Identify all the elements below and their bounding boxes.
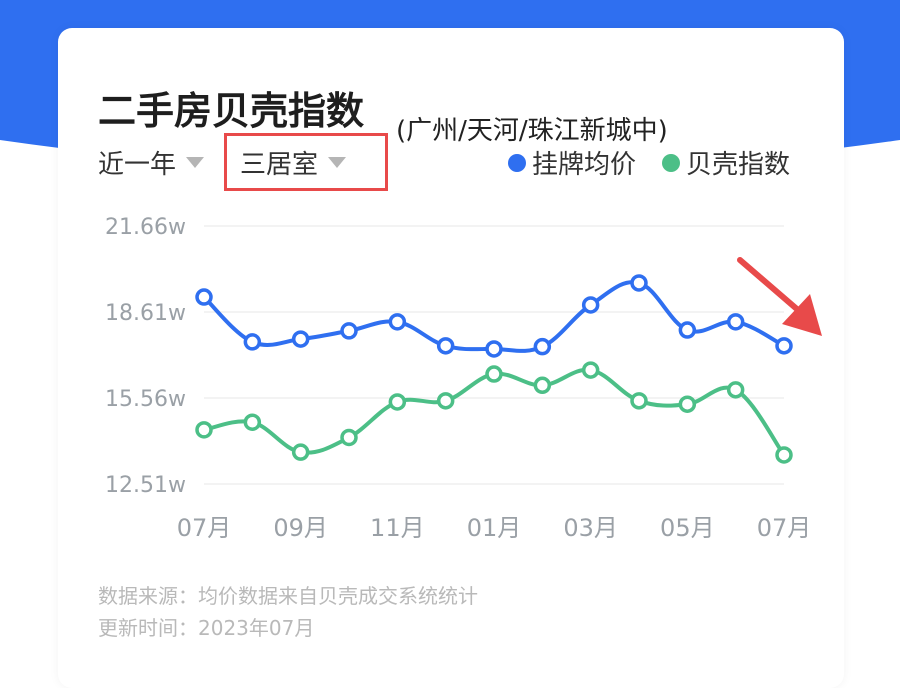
page-title: 二手房贝壳指数 <box>98 89 365 133</box>
y-tick-label: 18.61w <box>105 301 186 326</box>
series-2-point <box>533 376 552 395</box>
room-type-highlight-box <box>224 133 388 191</box>
dropdown-triangle-icon <box>328 157 347 168</box>
room-type-dropdown[interactable]: 三居室 <box>240 144 347 181</box>
series-1-point <box>388 313 407 331</box>
series-2-point <box>291 443 310 461</box>
y-tick-label: 21.66w <box>105 215 186 240</box>
y-tick-label: 15.56w <box>105 387 186 412</box>
series-1-point <box>775 337 793 355</box>
legend-label-beike-index: 贝壳指数 <box>686 150 791 180</box>
series-2-point <box>195 421 213 439</box>
series-2-point <box>340 428 358 447</box>
x-tick-label: 11月 <box>370 514 425 542</box>
x-tick-label: 07月 <box>757 514 812 542</box>
series-1-point <box>630 274 648 292</box>
dropdown-triangle-icon <box>186 157 205 168</box>
line-chart: 21.66w 18.61w 15.56w 12.51w 07月 09月 11月 01月 03月 0… <box>105 215 812 542</box>
series-2-point <box>678 395 697 413</box>
series-1-point <box>436 337 455 355</box>
x-tick-label: 01月 <box>467 514 522 542</box>
series-2-point <box>436 392 455 410</box>
legend-listing-price[interactable]: 挂牌均价 <box>508 144 636 181</box>
location-subtitle: (广州/天河/珠江新城中) <box>396 116 668 146</box>
legend-dot-green <box>662 153 680 172</box>
legend-dot-blue <box>508 153 526 172</box>
series-2-point <box>581 361 600 379</box>
series-2-point <box>726 381 745 399</box>
series-1-point <box>291 330 310 348</box>
x-tick-label: 09月 <box>273 514 328 542</box>
series-2-point <box>485 365 503 383</box>
series-1-point <box>678 321 697 339</box>
room-type-dropdown-label: 三居室 <box>240 150 319 180</box>
x-tick-label: 07月 <box>177 514 232 542</box>
series-2-point <box>775 446 793 464</box>
y-tick-label: 12.51w <box>105 473 186 498</box>
red-arrow-icon <box>737 257 822 336</box>
legend-label-listing-price: 挂牌均价 <box>532 150 637 180</box>
x-tick-label: 03月 <box>563 514 618 542</box>
series-1-point <box>581 296 600 314</box>
series-1-point <box>243 333 262 351</box>
series-1-point <box>340 322 358 340</box>
series-1-point <box>533 337 552 356</box>
series-2-point <box>243 413 262 431</box>
period-dropdown-label: 近一年 <box>98 150 177 180</box>
series-1-point <box>726 313 745 331</box>
series-1-point <box>195 288 213 306</box>
index-card: 二手房贝壳指数 (广州/天河/珠江新城中) 近一年 三居室 挂牌均价 贝壳指数 … <box>58 28 844 688</box>
series-2-point <box>388 393 407 411</box>
period-dropdown[interactable]: 近一年 <box>98 144 205 181</box>
x-tick-label: 05月 <box>660 514 715 542</box>
legend-beike-index[interactable]: 贝壳指数 <box>662 144 790 181</box>
series-2-point <box>630 392 648 410</box>
data-source-note: 数据来源：均价数据来自贝壳成交系统统计 <box>98 584 478 608</box>
update-time-note: 更新时间：2023年07月 <box>98 616 315 640</box>
series-1-point <box>485 340 503 358</box>
